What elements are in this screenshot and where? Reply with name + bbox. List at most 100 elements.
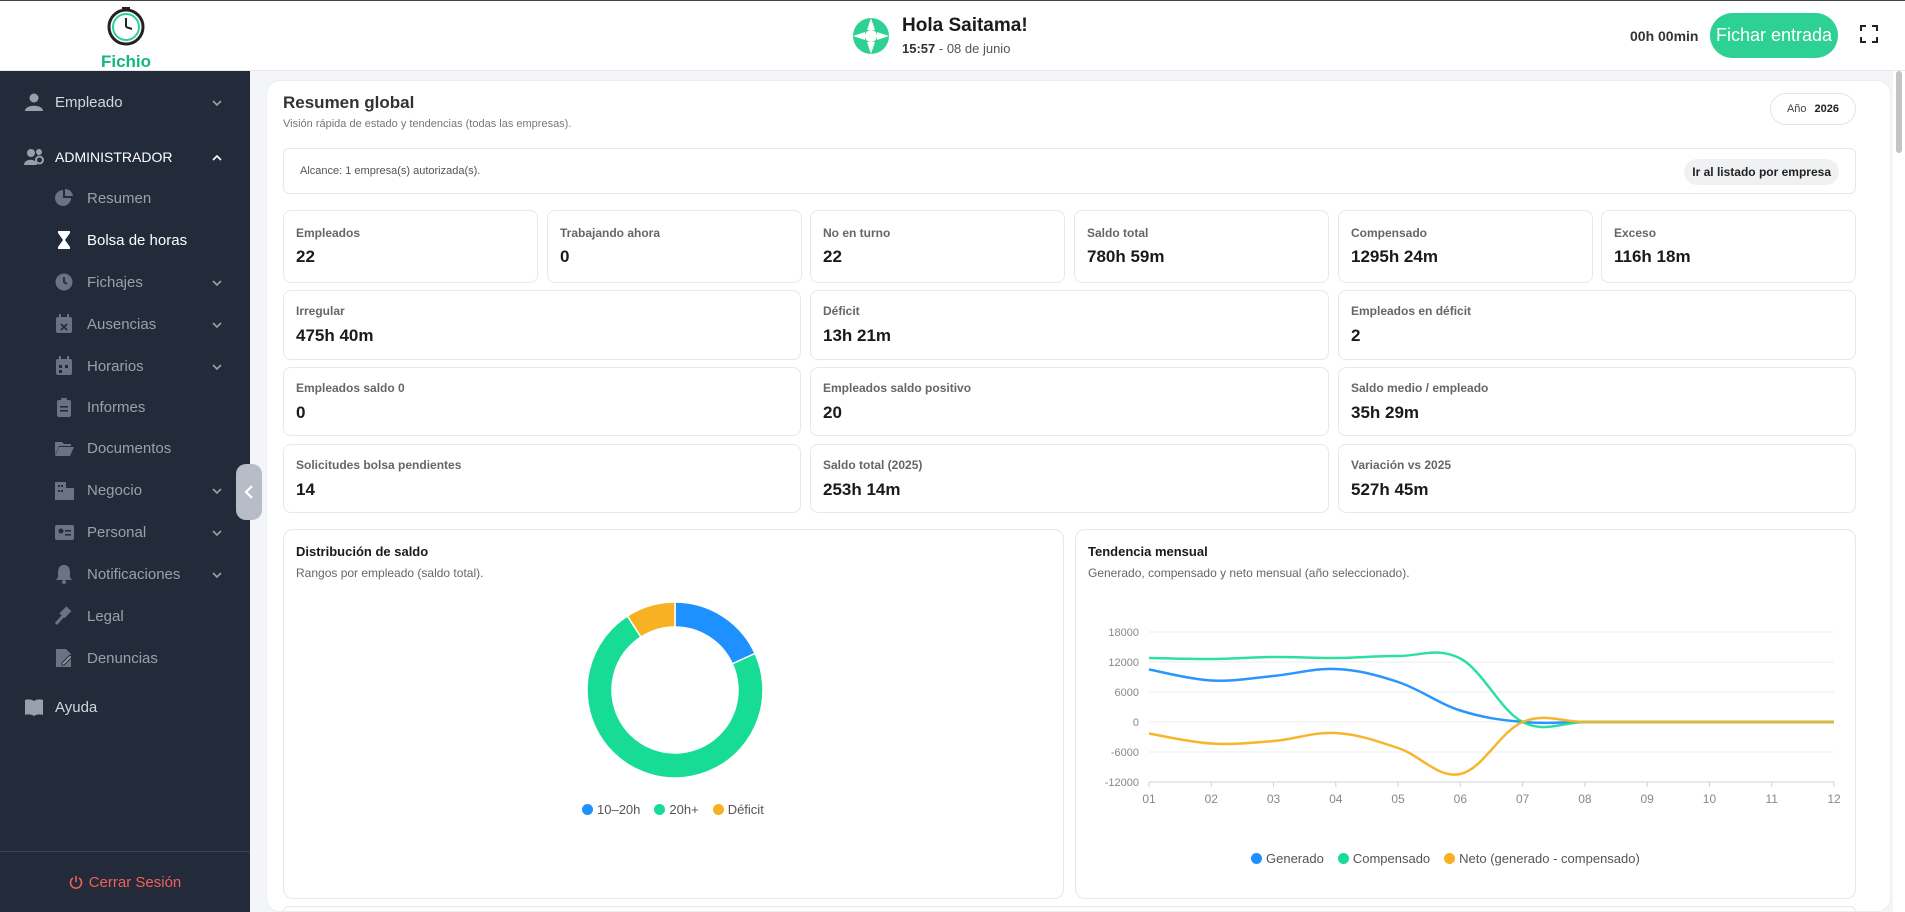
greeting-block: Hola Saitama! 15:57 - 08 de junio: [852, 15, 1028, 56]
x-tick-label: 11: [1765, 792, 1778, 806]
sidebar-item-empleado[interactable]: Empleado: [0, 82, 250, 122]
sidebar-item-horarios[interactable]: Horarios: [0, 346, 250, 386]
series-line-generado[interactable]: [1148, 667, 1834, 725]
sidebar-item-ausencias[interactable]: Ausencias: [0, 304, 250, 344]
legend-item[interactable]: Generado: [1251, 851, 1324, 866]
page-subtitle: Visión rápida de estado y tendencias (to…: [283, 118, 572, 130]
sidebar-item-label: Documentos: [87, 439, 172, 457]
y-tick-label: 18000: [1108, 627, 1139, 639]
donut-slice-d-ficit[interactable]: [626, 601, 676, 639]
current-time: 15:57: [902, 41, 936, 56]
stat-value: 475h 40m: [296, 326, 374, 345]
sidebar-item-documentos[interactable]: Documentos: [0, 428, 250, 468]
greeting-title: Hola Saitama!: [902, 15, 1028, 36]
y-tick-label: 12000: [1108, 657, 1139, 669]
chevron-down-icon: [211, 318, 223, 330]
sidebar-item-label: Empleado: [55, 93, 123, 111]
page-scrollbar[interactable]: [1893, 71, 1905, 912]
series-line-neto[interactable]: [1148, 716, 1834, 776]
hourglass-icon: [52, 228, 76, 252]
stat-value: 1295h 24m: [1351, 247, 1438, 266]
legend-item[interactable]: 20h+: [654, 802, 699, 817]
sidebar-item-resumen[interactable]: Resumen: [0, 178, 250, 218]
donut-slice-10-20h[interactable]: [674, 601, 757, 665]
stat-value: 0: [296, 403, 306, 422]
sidebar-item-label: Ayuda: [55, 698, 98, 716]
sidebar-item-denuncias[interactable]: Denuncias: [0, 638, 250, 678]
sidebar-item-legal[interactable]: Legal: [0, 596, 250, 636]
sidebar-item-bolsa-de-horas[interactable]: Bolsa de horas: [0, 220, 250, 260]
legend-label: 10–20h: [597, 802, 641, 817]
sidebar-item-informes[interactable]: Informes: [0, 387, 250, 427]
stat-label: Empleados saldo positivo: [823, 381, 972, 395]
stat-card: Empleados saldo 0 0: [283, 367, 801, 436]
stat-label: Irregular: [296, 304, 345, 318]
stat-card: Trabajando ahora 0: [547, 210, 802, 283]
sidebar-item-personal[interactable]: Personal: [0, 512, 250, 552]
company-list-button[interactable]: Ir al listado por empresa: [1684, 159, 1839, 185]
sidebar-collapse-button[interactable]: [236, 464, 262, 520]
sidebar-item-notificaciones[interactable]: Notificaciones: [0, 554, 250, 594]
x-tick-label: 05: [1391, 792, 1405, 806]
stat-label: Empleados en déficit: [1351, 304, 1472, 318]
legend-label: Compensado: [1352, 851, 1431, 866]
scope-banner: Alcance: 1 empresa(s) autorizada(s). Ir …: [283, 148, 1856, 194]
power-icon: [69, 876, 83, 889]
sidebar-item-fichajes[interactable]: Fichajes: [0, 262, 250, 302]
calendar-icon: [52, 354, 76, 378]
clock-in-button[interactable]: Fichar entrada: [1710, 13, 1838, 58]
series-line-compensado[interactable]: [1148, 651, 1834, 729]
sidebar-item-negocio[interactable]: Negocio: [0, 470, 250, 510]
logout-button[interactable]: Cerrar Sesión: [0, 851, 250, 912]
chevron-left-icon: [244, 485, 253, 499]
app-logo[interactable]: Fichio: [100, 7, 152, 72]
sidebar-item-label: Resumen: [87, 189, 152, 207]
trend-panel: Tendencia mensual Generado, compensado y…: [1075, 529, 1856, 899]
x-tick-label: 02: [1205, 792, 1219, 806]
distribution-panel: Distribución de saldo Rangos por emplead…: [283, 529, 1064, 899]
gavel-icon: [52, 604, 76, 628]
legend-item[interactable]: Compensado: [1337, 851, 1431, 866]
x-tick-label: 10: [1703, 792, 1717, 806]
distribution-title: Distribución de saldo: [296, 544, 429, 559]
x-tick-label: 07: [1516, 792, 1530, 806]
sidebar-item-label: Fichajes: [87, 273, 143, 291]
stat-card: Saldo total (2025) 253h 14m: [810, 444, 1329, 513]
stat-label: Empleados saldo 0: [296, 381, 405, 395]
distribution-subtitle: Rangos por empleado (saldo total).: [296, 566, 484, 580]
stat-card: Solicitudes bolsa pendientes 14: [283, 444, 801, 513]
donut-legend: 10–20h 20h+ Déficit: [582, 802, 764, 817]
year-value: 2026: [1814, 103, 1840, 115]
sidebar: Empleado ADMINISTRADOR Resumen Bolsa de hor…: [0, 71, 250, 912]
greeting-datetime: 15:57 - 08 de junio: [902, 41, 1028, 56]
stat-label: Variación vs 2025: [1351, 458, 1452, 472]
legend-item[interactable]: 10–20h: [582, 802, 640, 817]
sidebar-item-ayuda[interactable]: Ayuda: [0, 687, 250, 727]
chevron-down-icon: [211, 484, 223, 496]
x-tick-label: 12: [1827, 792, 1841, 806]
sidebar-item-label: Legal: [87, 607, 124, 625]
sidebar-item-label: Bolsa de horas: [87, 231, 188, 249]
sidebar-item-administrador[interactable]: ADMINISTRADOR: [0, 137, 250, 177]
building-icon: [52, 478, 76, 502]
scrollbar-thumb[interactable]: [1896, 71, 1902, 153]
donut-slice-20h-[interactable]: [586, 614, 764, 779]
stat-value: 20: [823, 403, 842, 422]
chevron-down-icon: [211, 96, 223, 108]
legend-item[interactable]: Déficit: [712, 802, 764, 817]
sidebar-item-label: Negocio: [87, 481, 143, 499]
year-selector[interactable]: Año 2026: [1770, 93, 1856, 125]
stat-card: Déficit 13h 21m: [810, 290, 1329, 360]
clock-icon: [52, 270, 76, 294]
sidebar-item-label: ADMINISTRADOR: [55, 149, 173, 165]
fullscreen-icon[interactable]: [1860, 25, 1878, 43]
chevron-down-icon: [211, 568, 223, 580]
book-icon: [22, 695, 46, 719]
sidebar-item-label: Informes: [87, 398, 146, 416]
sidebar-item-label: Notificaciones: [87, 565, 181, 583]
y-tick-label: -6000: [1111, 747, 1139, 759]
legend-item[interactable]: Neto (generado - compensado): [1444, 851, 1640, 866]
legend-dot: [712, 804, 724, 815]
stat-card: Compensado 1295h 24m: [1338, 210, 1593, 283]
